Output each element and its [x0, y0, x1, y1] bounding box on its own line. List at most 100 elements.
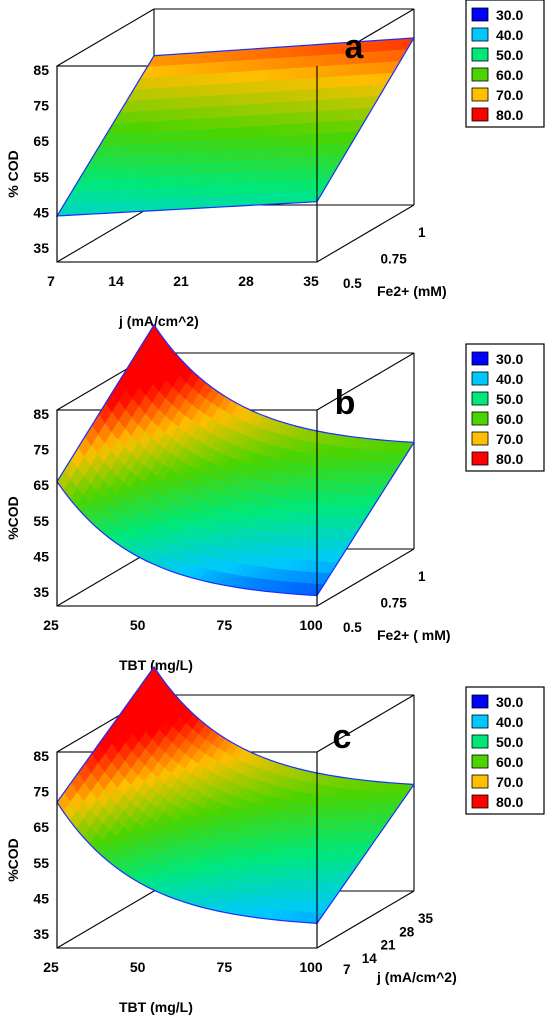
x-tick-label: 75 — [217, 617, 233, 633]
legend-label: 30.0 — [496, 351, 523, 367]
panel-label: c — [333, 718, 352, 756]
legend-label: 40.0 — [496, 371, 523, 387]
z-tick-label: 75 — [33, 442, 49, 458]
legend-swatch — [471, 107, 489, 122]
legend-label: 60.0 — [496, 67, 523, 83]
x-axis-title: TBT (mg/L) — [119, 657, 193, 673]
z-tick-label: 45 — [33, 890, 49, 906]
legend-label: 40.0 — [496, 27, 523, 43]
x-tick-label: 100 — [299, 959, 323, 975]
axis-box-line — [316, 204, 415, 263]
legend-label: 50.0 — [496, 734, 523, 750]
z-tick-label: 35 — [33, 926, 49, 942]
panel-label: a — [345, 28, 365, 66]
legend-label: 60.0 — [496, 411, 523, 427]
x-axis-title: TBT (mg/L) — [119, 999, 193, 1015]
z-tick-label: 65 — [33, 819, 49, 835]
legend-label: 70.0 — [496, 774, 523, 790]
legend-label: 60.0 — [496, 754, 523, 770]
depth-tick-label: 14 — [362, 951, 378, 966]
legend-swatch — [471, 431, 489, 446]
legend-label: 70.0 — [496, 87, 523, 103]
depth-axis-title: Fe2+ ( mM) — [377, 627, 451, 643]
legend-label: 30.0 — [496, 7, 523, 23]
z-tick-label: 35 — [33, 584, 49, 600]
depth-tick-label: 1 — [418, 569, 426, 584]
z-axis-title: %COD — [5, 838, 21, 882]
legend-swatch — [471, 694, 489, 709]
z-tick-label: 35 — [33, 240, 49, 256]
response-surface — [56, 37, 415, 217]
z-tick-label: 55 — [33, 169, 49, 185]
x-tick-label: 50 — [130, 959, 146, 975]
z-tick-label: 85 — [33, 62, 49, 78]
z-tick-label: 55 — [33, 513, 49, 529]
z-tick-label: 85 — [33, 748, 49, 764]
legend-swatch — [471, 794, 489, 809]
x-tick-label: 50 — [130, 617, 146, 633]
legend-swatch — [471, 451, 489, 466]
x-tick-label: 28 — [238, 273, 254, 289]
axis-box-line — [316, 890, 415, 949]
legend-label: 80.0 — [496, 107, 523, 123]
legend-swatch — [471, 411, 489, 426]
axis-box-line — [56, 548, 155, 607]
z-tick-label: 85 — [33, 406, 49, 422]
x-tick-label: 25 — [43, 617, 59, 633]
axis-box-line — [56, 8, 155, 67]
x-tick-label: 75 — [217, 959, 233, 975]
chart-panel-b: 35 45 55 65 75 85 25 50 75 100 0.5 0.75 1 %COD TBT (mg… — [5, 323, 451, 673]
color-legend: 30.0 40.0 50.0 60.0 70.0 80.0 — [465, 0, 545, 128]
legend-swatch — [471, 7, 489, 22]
legend-swatch — [471, 391, 489, 406]
z-tick-label: 75 — [33, 98, 49, 114]
z-tick-label: 65 — [33, 133, 49, 149]
x-tick-label: 25 — [43, 959, 59, 975]
depth-axis-title: Fe2+ (mM) — [377, 283, 447, 299]
chart-panel-a: 35 45 55 65 75 85 7 14 21 28 35 0.5 0.75 1 % COD j (mA/… — [5, 8, 447, 329]
surface-outline — [55, 37, 416, 217]
legend-label: 30.0 — [496, 694, 523, 710]
legend-label: 80.0 — [496, 794, 523, 810]
legend-label: 50.0 — [496, 391, 523, 407]
z-axis-title: %COD — [5, 496, 21, 540]
surface-outline — [56, 665, 416, 924]
z-tick-label: 65 — [33, 477, 49, 493]
color-legend: 30.0 40.0 50.0 60.0 70.0 80.0 — [465, 686, 545, 815]
legend-label: 50.0 — [496, 47, 523, 63]
axis-box-line — [56, 204, 155, 263]
x-tick-label: 21 — [173, 273, 189, 289]
legend-swatch — [471, 714, 489, 729]
x-axis-title: j (mA/cm^2) — [118, 313, 199, 329]
legend-label: 70.0 — [496, 431, 523, 447]
z-tick-label: 45 — [33, 204, 49, 220]
depth-tick-label: 0.5 — [343, 276, 362, 291]
axis-box-line — [316, 548, 415, 607]
axis-box-line — [316, 694, 415, 753]
response-surface — [56, 324, 415, 596]
axis-box-line — [316, 352, 415, 411]
depth-tick-label: 0.75 — [381, 252, 408, 267]
legend-swatch — [471, 371, 489, 386]
legend-swatch — [471, 87, 489, 102]
depth-tick-label: 0.75 — [381, 596, 408, 611]
x-tick-label: 100 — [299, 617, 323, 633]
z-tick-label: 75 — [33, 784, 49, 800]
depth-tick-label: 7 — [343, 962, 351, 977]
legend-swatch — [471, 67, 489, 82]
x-tick-label: 7 — [47, 273, 55, 289]
legend-swatch — [471, 734, 489, 749]
legend-swatch — [471, 27, 489, 42]
x-tick-label: 35 — [303, 273, 319, 289]
response-surface — [56, 666, 415, 924]
legend-label: 40.0 — [496, 714, 523, 730]
z-axis-title: % COD — [5, 150, 21, 197]
legend-label: 80.0 — [496, 451, 523, 467]
depth-tick-label: 0.5 — [343, 620, 362, 635]
depth-tick-label: 21 — [381, 938, 397, 953]
depth-tick-label: 1 — [418, 225, 426, 240]
legend-swatch — [471, 47, 489, 62]
surface-outline — [56, 323, 416, 597]
